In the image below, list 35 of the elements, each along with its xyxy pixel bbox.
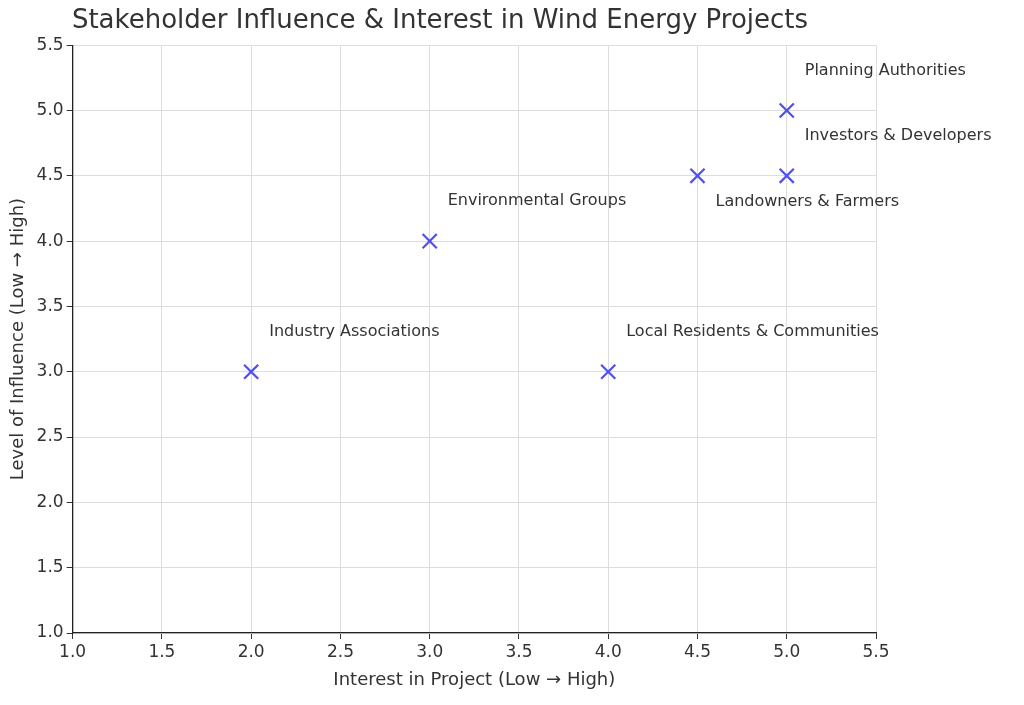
annotation: Planning Authorities <box>804 59 966 79</box>
point <box>689 167 706 184</box>
y-tick-label: 4.0 <box>36 229 64 250</box>
x-tick-label: 5.5 <box>862 640 890 661</box>
x-tick-label: 2.5 <box>326 640 354 661</box>
y-tick-label: 1.0 <box>36 621 64 642</box>
chart-title: Stakeholder Influence & Interest in Wind Energy Projects <box>71 4 809 35</box>
point <box>600 363 617 380</box>
y-tick-label: 3.0 <box>36 360 64 381</box>
x-tick-label: 5.0 <box>773 640 801 661</box>
x-tick-label: 3.0 <box>416 640 444 661</box>
x-tick-label: 4.0 <box>594 640 622 661</box>
x-tick-label: 1.5 <box>148 640 176 661</box>
annotation: Local Residents & Communities <box>626 320 879 340</box>
annotation: Industry Associations <box>269 320 440 340</box>
y-tick-label: 1.5 <box>36 556 64 577</box>
x-tick-label: 1.0 <box>59 640 87 661</box>
y-tick-label: 5.0 <box>36 98 64 119</box>
annotation: Landowners & Farmers <box>715 190 900 210</box>
y-axis-title: Level of Influence (Low → High) <box>6 197 28 481</box>
annotation: Investors & Developers <box>804 124 992 144</box>
annotation: Environmental Groups <box>447 190 627 210</box>
y-tick-label: 5.5 <box>36 33 64 54</box>
x-tick-label: 4.5 <box>683 640 711 661</box>
x-axis-title: Interest in Project (Low → High) <box>333 667 616 689</box>
x-tick-label: 3.5 <box>505 640 533 661</box>
y-tick-label: 3.5 <box>36 294 64 315</box>
y-tick-label: 2.5 <box>36 425 64 446</box>
y-tick-label: 4.5 <box>36 164 64 185</box>
x-tick-label: 2.0 <box>237 640 265 661</box>
point <box>778 102 795 119</box>
y-tick-label: 2.0 <box>36 490 64 511</box>
point <box>778 167 795 184</box>
point <box>242 363 260 380</box>
point <box>421 232 438 250</box>
